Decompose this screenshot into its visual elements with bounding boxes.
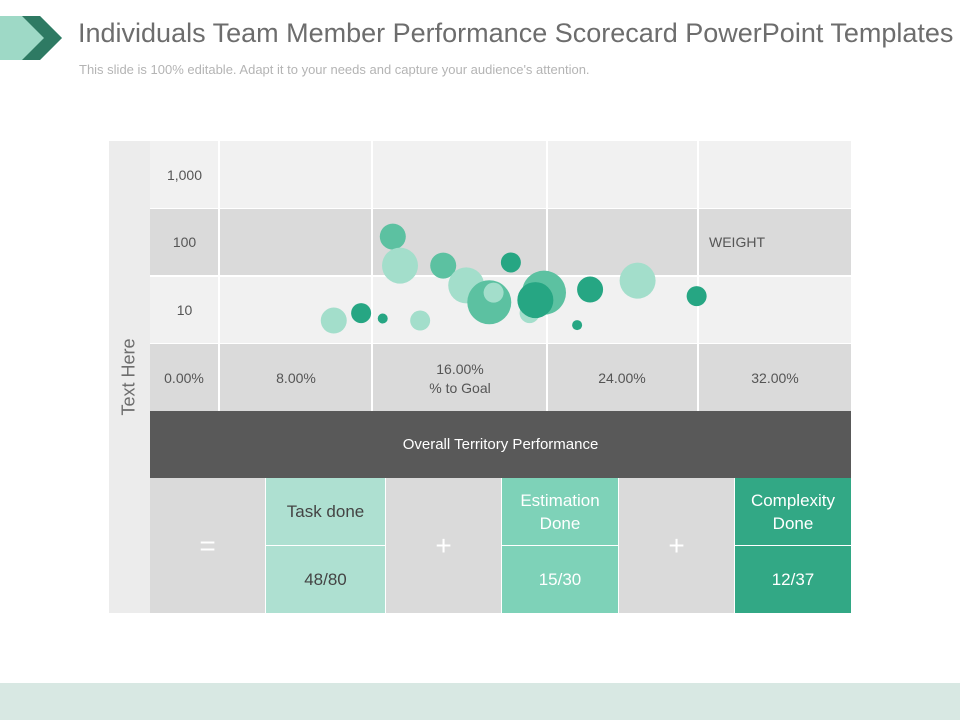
- complexity-done-label: Complexity Done: [735, 478, 851, 545]
- grid-line: [150, 343, 851, 344]
- bubble-point: [619, 262, 656, 299]
- y-tick-label: 1,000: [166, 167, 203, 183]
- x-tick-label: 8.00%: [276, 370, 316, 386]
- y-tick-label: 10: [176, 302, 193, 318]
- grid-line: [150, 208, 851, 209]
- bubble-point: [572, 320, 583, 331]
- bubble-point: [577, 276, 604, 303]
- overall-performance-bar: Overall Territory Performance: [150, 411, 851, 478]
- chevron-logo-icon: [0, 16, 62, 60]
- page-subtitle: This slide is 100% editable. Adapt it to…: [79, 62, 590, 77]
- grid-band: [150, 208, 851, 275]
- x-tick-label: 32.00%: [751, 370, 799, 386]
- page-title: Individuals Team Member Performance Scor…: [78, 18, 954, 48]
- equals-sign: =: [150, 478, 265, 613]
- bubble-point: [351, 303, 372, 324]
- task-done-label: Task done: [266, 478, 385, 545]
- weight-label: WEIGHT: [709, 234, 765, 250]
- estimation-done-label: Estimation Done: [502, 478, 618, 545]
- bubble-point: [500, 252, 521, 273]
- y-tick-label: 100: [172, 234, 197, 250]
- x-tick-label: 24.00%: [598, 370, 646, 386]
- bubble-point: [686, 286, 707, 307]
- plus-sign: +: [619, 478, 734, 613]
- side-label-column: [109, 141, 150, 613]
- bubble-point: [430, 252, 457, 279]
- x-tick-label: 16.00%: [436, 361, 484, 377]
- bubble-point: [517, 282, 554, 319]
- complexity-done-value: 12/37: [735, 546, 851, 613]
- plus-sign: +: [386, 478, 501, 613]
- x-axis-label: % to Goal: [429, 380, 491, 396]
- x-tick-label-mid: 16.00% % to Goal: [429, 360, 490, 398]
- bubble-point: [382, 247, 418, 284]
- footer-band: [0, 683, 960, 720]
- grid-line: [697, 141, 699, 411]
- bubble-point: [483, 282, 504, 303]
- bubble-point: [410, 310, 431, 331]
- bubble-point: [320, 307, 347, 334]
- x-tick-label: 0.00%: [164, 370, 204, 386]
- task-done-value: 48/80: [266, 546, 385, 613]
- grid-line: [218, 141, 220, 411]
- grid-line: [150, 276, 851, 277]
- grid-band: [150, 141, 851, 208]
- grid-band: [150, 344, 851, 411]
- bubble-point: [377, 313, 388, 324]
- bubble-point: [379, 223, 406, 250]
- grid-line: [371, 141, 373, 411]
- estimation-done-value: 15/30: [502, 546, 618, 613]
